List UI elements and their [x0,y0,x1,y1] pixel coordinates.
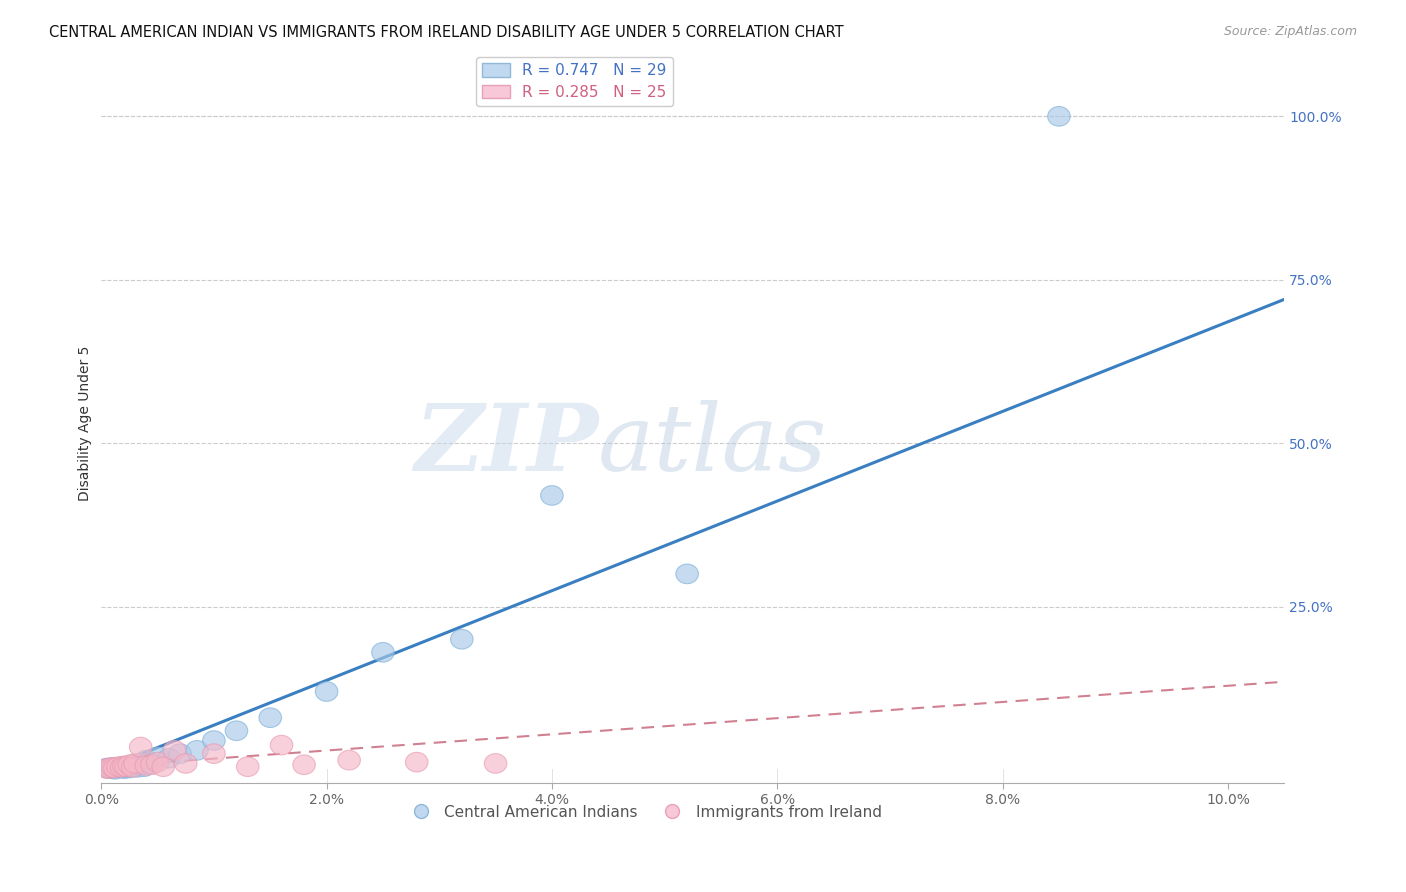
Ellipse shape [146,747,169,767]
Legend: Central American Indians, Immigrants from Ireland: Central American Indians, Immigrants fro… [404,798,889,826]
Ellipse shape [110,757,132,777]
Ellipse shape [225,721,247,740]
Ellipse shape [101,757,124,777]
Ellipse shape [541,485,564,505]
Ellipse shape [110,757,132,777]
Ellipse shape [124,755,146,774]
Ellipse shape [118,755,141,774]
Ellipse shape [129,738,152,757]
Ellipse shape [104,759,127,779]
Ellipse shape [96,759,118,779]
Ellipse shape [676,564,699,583]
Ellipse shape [115,757,138,777]
Ellipse shape [112,759,135,779]
Ellipse shape [118,758,141,778]
Ellipse shape [121,757,143,777]
Ellipse shape [107,757,129,777]
Text: Source: ZipAtlas.com: Source: ZipAtlas.com [1223,25,1357,38]
Ellipse shape [141,754,163,773]
Ellipse shape [135,750,157,770]
Ellipse shape [236,757,259,777]
Ellipse shape [484,754,508,773]
Y-axis label: Disability Age Under 5: Disability Age Under 5 [79,346,93,501]
Ellipse shape [337,750,360,770]
Ellipse shape [1047,106,1070,126]
Ellipse shape [112,756,135,776]
Text: CENTRAL AMERICAN INDIAN VS IMMIGRANTS FROM IRELAND DISABILITY AGE UNDER 5 CORREL: CENTRAL AMERICAN INDIAN VS IMMIGRANTS FR… [49,25,844,40]
Ellipse shape [152,757,174,777]
Ellipse shape [450,630,472,649]
Ellipse shape [202,731,225,750]
Ellipse shape [98,758,121,778]
Ellipse shape [202,744,225,764]
Text: atlas: atlas [598,401,828,490]
Ellipse shape [127,757,149,777]
Ellipse shape [259,708,281,728]
Ellipse shape [115,757,138,777]
Ellipse shape [315,681,337,701]
Ellipse shape [135,756,157,775]
Ellipse shape [292,755,315,774]
Ellipse shape [163,740,186,760]
Ellipse shape [405,752,427,772]
Ellipse shape [96,758,118,778]
Ellipse shape [121,756,143,776]
Ellipse shape [146,752,169,772]
Ellipse shape [169,744,191,764]
Ellipse shape [107,758,129,778]
Ellipse shape [104,758,127,778]
Ellipse shape [141,755,163,774]
Ellipse shape [129,754,152,773]
Ellipse shape [101,757,124,777]
Ellipse shape [98,759,121,779]
Ellipse shape [157,748,180,768]
Ellipse shape [371,642,394,662]
Ellipse shape [174,754,197,773]
Ellipse shape [124,754,146,773]
Ellipse shape [270,735,292,755]
Ellipse shape [186,740,208,760]
Text: ZIP: ZIP [413,401,598,490]
Ellipse shape [132,757,155,777]
